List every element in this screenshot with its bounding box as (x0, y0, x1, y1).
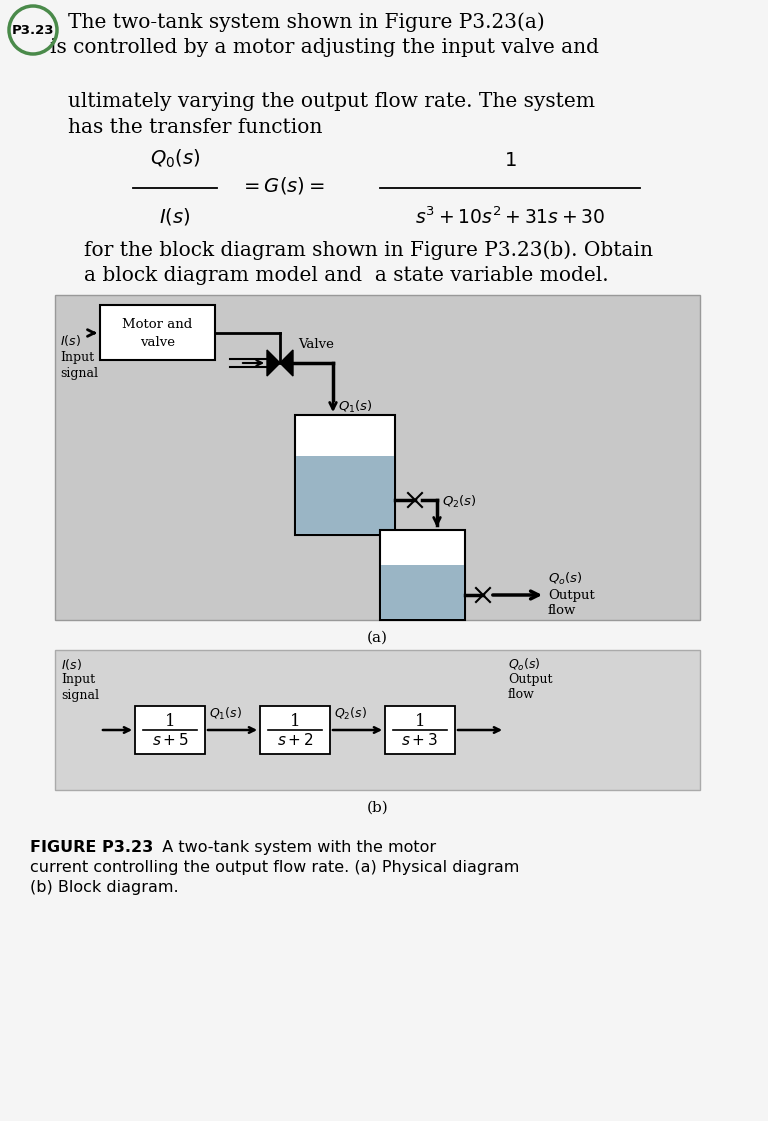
Text: flow: flow (548, 604, 576, 618)
Bar (55, 295, 700, 620)
Text: $Q_1(s)$: $Q_1(s)$ (338, 399, 372, 415)
Text: is controlled by a motor adjusting the input valve and: is controlled by a motor adjusting the i… (50, 38, 599, 57)
Text: $Q_2(s)$: $Q_2(s)$ (442, 494, 477, 510)
Text: $s + 3$: $s + 3$ (402, 732, 439, 748)
Bar (381, 565, 464, 619)
Text: $1$: $1$ (504, 152, 516, 170)
Text: signal: signal (61, 688, 99, 702)
Bar (55, 650, 700, 790)
Text: FIGURE P3.23: FIGURE P3.23 (30, 840, 154, 855)
Bar (135, 706, 205, 754)
Text: a block diagram model and  a state variable model.: a block diagram model and a state variab… (84, 266, 608, 285)
Text: $I(s)$: $I(s)$ (61, 658, 82, 673)
Text: Output: Output (508, 674, 552, 686)
Text: Valve: Valve (298, 339, 334, 352)
Text: $= G(s) =$: $= G(s) =$ (240, 176, 325, 196)
Text: for the block diagram shown in Figure P3.23(b). Obtain: for the block diagram shown in Figure P3… (84, 240, 653, 260)
Polygon shape (280, 350, 293, 376)
Text: A two-tank system with the motor: A two-tank system with the motor (152, 840, 436, 855)
Text: (b) Block diagram.: (b) Block diagram. (30, 880, 179, 895)
Text: $Q_o(s)$: $Q_o(s)$ (548, 571, 582, 587)
Text: current controlling the output flow rate. (a) Physical diagram: current controlling the output flow rate… (30, 860, 519, 876)
Text: $s^3 + 10s^2 + 31s + 30$: $s^3 + 10s^2 + 31s + 30$ (415, 206, 605, 228)
Text: (a): (a) (367, 631, 388, 645)
Text: $I(s)$: $I(s)$ (60, 333, 81, 348)
Text: Motor and: Motor and (122, 318, 193, 332)
Bar (296, 456, 394, 534)
Bar (385, 706, 455, 754)
Text: $Q_0(s)$: $Q_0(s)$ (150, 148, 200, 170)
Text: Input: Input (60, 351, 94, 363)
Bar (100, 305, 215, 360)
Text: 1: 1 (290, 713, 300, 730)
Text: valve: valve (140, 336, 175, 350)
Bar (260, 706, 330, 754)
Text: Output: Output (548, 589, 594, 602)
Bar (295, 415, 395, 535)
Text: 1: 1 (164, 713, 175, 730)
Text: The two-tank system shown in Figure P3.23(a): The two-tank system shown in Figure P3.2… (68, 12, 545, 31)
Polygon shape (267, 350, 280, 376)
Text: (b): (b) (366, 802, 389, 815)
Text: $I(s)$: $I(s)$ (159, 206, 190, 226)
Text: flow: flow (508, 688, 535, 702)
Text: $Q_o(s)$: $Q_o(s)$ (508, 657, 541, 673)
Bar (380, 530, 465, 620)
Text: has the transfer function: has the transfer function (68, 118, 323, 137)
Text: Input: Input (61, 674, 95, 686)
Text: P3.23: P3.23 (12, 24, 55, 37)
Text: $s + 2$: $s + 2$ (276, 732, 313, 748)
Text: $Q_1(s)$: $Q_1(s)$ (209, 706, 242, 722)
Text: $s + 5$: $s + 5$ (151, 732, 188, 748)
Text: signal: signal (60, 368, 98, 380)
Text: ultimately varying the output flow rate. The system: ultimately varying the output flow rate.… (68, 92, 595, 111)
Text: $Q_2(s)$: $Q_2(s)$ (334, 706, 367, 722)
Text: 1: 1 (415, 713, 425, 730)
